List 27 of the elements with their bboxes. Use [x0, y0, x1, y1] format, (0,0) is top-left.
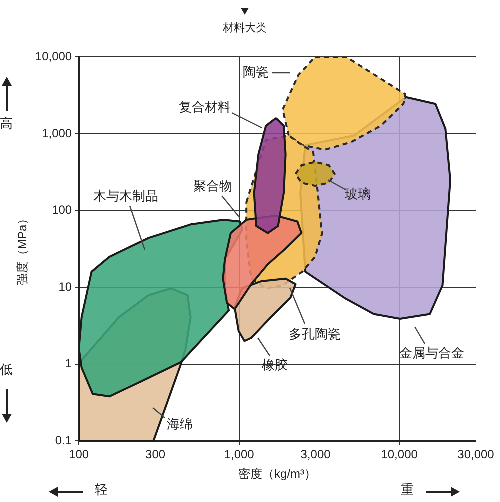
- text: 木与木制品: [94, 189, 158, 204]
- x-tick-label: 1,000: [224, 448, 255, 462]
- series-label: 陶瓷: [243, 65, 269, 80]
- y-tick-label: 10,000: [35, 50, 72, 64]
- text: 聚合物: [194, 179, 232, 194]
- y-tick-label: 0.1: [55, 434, 72, 448]
- text: 多孔陶瓷: [289, 327, 341, 342]
- text: 重: [401, 482, 414, 499]
- y-tick-label: 100: [52, 203, 72, 218]
- text: 高: [0, 116, 13, 134]
- text: 轻: [95, 482, 108, 499]
- x-tick-label: 3,000: [300, 448, 332, 462]
- y-tick-label: 1: [65, 356, 72, 371]
- chart-title: 材料大类: [222, 22, 267, 35]
- x-tick-label: 100: [69, 448, 90, 462]
- x-tick-label: 10,000: [381, 448, 418, 462]
- series-label: 海绵: [167, 417, 193, 432]
- text: 金属与合金: [400, 346, 464, 362]
- x-tick-label: 300: [146, 448, 166, 462]
- y-tick-label: 1,000: [42, 126, 72, 140]
- text: 复合材料: [179, 100, 231, 116]
- series-label: 玻璃: [345, 187, 371, 202]
- x-axis-title: 密度（kg/m³）: [238, 467, 317, 482]
- text: 低: [0, 362, 13, 380]
- y-axis-title: 强度（MPa）: [16, 212, 30, 286]
- y-tick-label: 10: [58, 280, 72, 294]
- x-tick-label: 30,000: [458, 448, 495, 462]
